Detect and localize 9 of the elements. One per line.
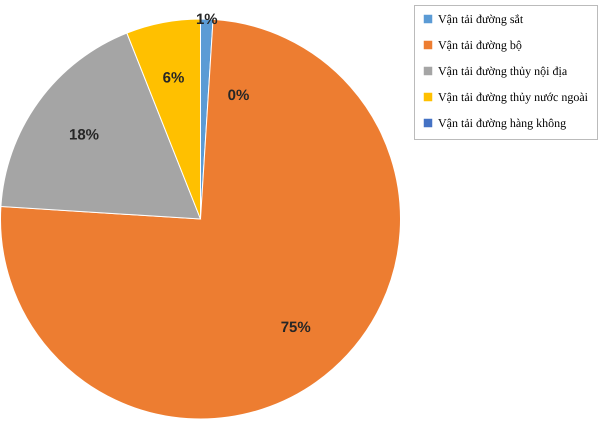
legend-label: Vận tải đường thủy nước ngoài [438,90,589,104]
legend-label: Vận tải đường sắt [438,12,524,26]
text: 0% [228,87,250,104]
data-label: 18% [68,126,100,144]
legend-label: Vận tải đường hàng không [438,116,566,130]
data-label: 75% [280,319,311,336]
data-label: 6% [162,70,184,87]
legend-label: Vận tải đường bộ [438,38,522,52]
legend-label: Vận tải đường thủy nội địa [438,64,568,78]
